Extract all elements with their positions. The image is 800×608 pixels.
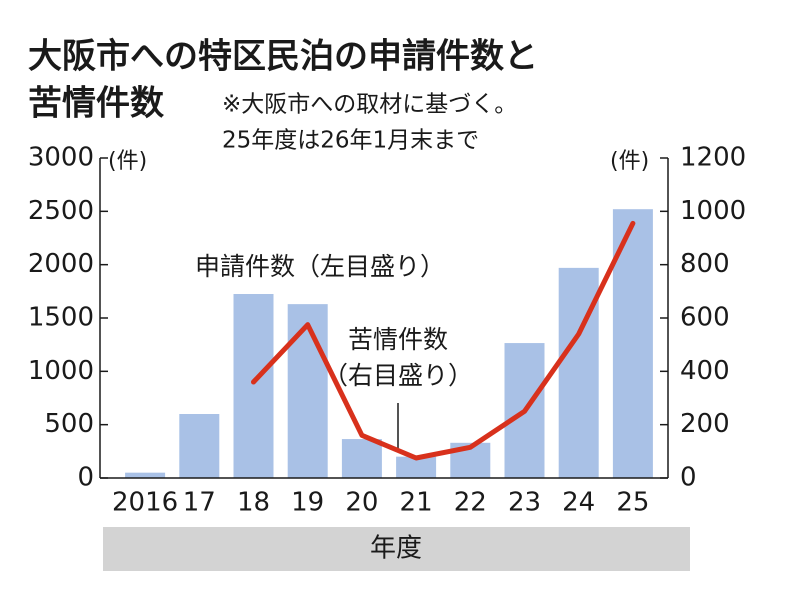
chart-title: 苦情件数 xyxy=(28,84,164,124)
x-tick-label: 18 xyxy=(237,488,270,518)
x-tick-label: 23 xyxy=(508,488,541,518)
y-tick-label: 3000 xyxy=(28,143,94,173)
y2-unit: (件) xyxy=(610,149,649,174)
x-tick-label: 22 xyxy=(454,488,487,518)
y-tick-label: 2500 xyxy=(28,196,94,226)
y2-tick-label: 0 xyxy=(680,463,697,493)
bar xyxy=(287,304,328,478)
y2-tick-label: 200 xyxy=(680,409,730,439)
legend-label: 苦情件数（右目盛り） xyxy=(323,325,473,390)
y2-tick-label: 400 xyxy=(680,356,730,386)
bar xyxy=(558,267,599,478)
x-tick-label: 25 xyxy=(616,488,649,518)
chart-title: 大阪市への特区民泊の申請件数と xyxy=(28,37,538,77)
x-tick-label: 17 xyxy=(183,488,216,518)
x-axis-title: 年度 xyxy=(370,534,422,564)
x-tick-label: 20 xyxy=(345,488,378,518)
line xyxy=(251,220,636,461)
y-tick-label: 500 xyxy=(44,409,94,439)
annotation: 25年度は26年1月末まで xyxy=(222,128,479,154)
y-tick-label: 1000 xyxy=(28,356,94,386)
y-tick-label: 0 xyxy=(77,463,94,493)
bar xyxy=(233,294,274,478)
y2-tick-label: 800 xyxy=(680,249,730,279)
y2-tick-label: 1000 xyxy=(680,196,746,226)
y-unit: (件) xyxy=(108,149,147,174)
x-tick-label: 21 xyxy=(400,488,433,518)
bar xyxy=(341,439,382,478)
y-tick-label: 2000 xyxy=(28,249,94,279)
annotation: ※大阪市への取材に基づく。 xyxy=(222,92,517,118)
x-tick-label: 2016 xyxy=(112,488,178,518)
bar xyxy=(179,414,220,478)
x-tick-label: 19 xyxy=(291,488,324,518)
x-tick-label: 24 xyxy=(562,488,595,518)
x-label-band xyxy=(103,527,690,571)
y2-tick-label: 1200 xyxy=(680,143,746,173)
bar xyxy=(125,472,166,478)
bar xyxy=(396,456,437,478)
y2-tick-label: 600 xyxy=(680,303,730,333)
legend-label: 申請件数（左目盛り） xyxy=(195,252,445,281)
y-tick-label: 1500 xyxy=(28,303,94,333)
